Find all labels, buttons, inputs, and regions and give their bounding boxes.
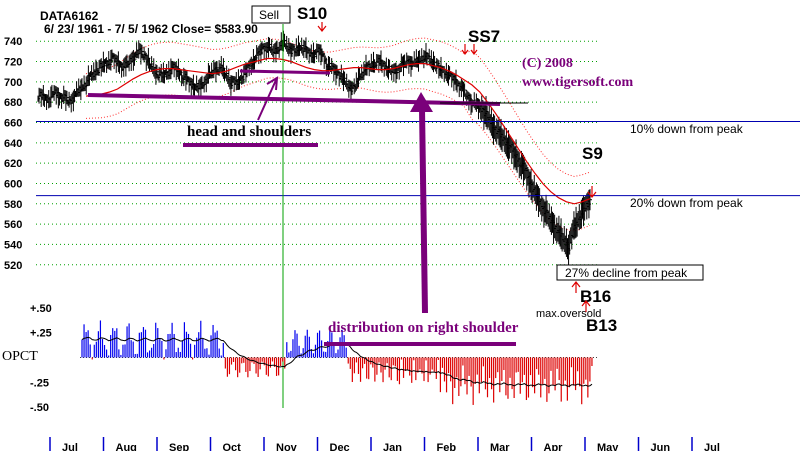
x-tick-label: Nov bbox=[276, 442, 298, 451]
decline-label: 27% decline from peak bbox=[565, 266, 688, 280]
head-shoulders-pointer-icon bbox=[257, 76, 279, 121]
ten-pct-label: 10% down from peak bbox=[630, 122, 744, 136]
s10-arrow-icon bbox=[317, 22, 327, 32]
y-tick-label: 620 bbox=[4, 158, 22, 170]
x-tick-label: Jan bbox=[383, 442, 402, 451]
chart-subtitle: 6/ 23/ 1961 - 7/ 5/ 1962 Close= $583.90 bbox=[44, 22, 258, 36]
x-axis: Jul Aug Sep Oct Nov Dec Jan Feb Mar Apr May Jun Jul bbox=[49, 437, 720, 451]
y-axis-ticks: 520 540 560 580 600 620 640 660 680 700 720 740 bbox=[4, 36, 22, 272]
level-lines bbox=[36, 24, 800, 408]
x-tick-label: Jul bbox=[704, 442, 720, 451]
s9-arrow-icon bbox=[587, 186, 597, 198]
price-bars bbox=[37, 30, 592, 266]
b16-label: B16 bbox=[580, 287, 611, 306]
opct-tick-label: -.50 bbox=[30, 402, 49, 414]
y-tick-label: 660 bbox=[4, 117, 22, 129]
y-tick-label: 520 bbox=[4, 260, 22, 272]
x-tick-label: May bbox=[597, 442, 619, 451]
y-tick-label: 720 bbox=[4, 57, 22, 69]
ss7-arrow-icon bbox=[461, 44, 478, 55]
distribution-arrow-shaft bbox=[419, 107, 428, 314]
sell-box bbox=[251, 5, 291, 24]
x-tick-label: Mar bbox=[490, 442, 510, 451]
y-tick-label: 640 bbox=[4, 138, 22, 150]
opct-tick-label: +.25 bbox=[30, 328, 52, 340]
moving-average bbox=[85, 57, 591, 205]
copyright-text: (C) 2008 bbox=[522, 56, 573, 71]
neckline bbox=[87, 93, 501, 106]
upper-band bbox=[85, 37, 591, 178]
x-tick-label: Aug bbox=[116, 442, 137, 451]
x-tick-label: Jun bbox=[651, 442, 671, 451]
y-tick-label: 540 bbox=[4, 239, 22, 251]
opct-tick-label: +.50 bbox=[30, 303, 52, 315]
y-tick-label: 580 bbox=[4, 199, 22, 211]
b13-arrow-icon bbox=[581, 300, 591, 312]
x-tick-label: Apr bbox=[544, 442, 564, 451]
lower-band bbox=[85, 77, 591, 232]
chart-title: DATA6162 bbox=[40, 9, 99, 23]
y-tick-label: 700 bbox=[4, 77, 22, 89]
head-line bbox=[239, 69, 331, 75]
x-tick-label: Dec bbox=[330, 442, 350, 451]
bollinger-bands bbox=[85, 37, 591, 232]
y-tick-label: 740 bbox=[4, 36, 22, 48]
y-tick-label: 560 bbox=[4, 219, 22, 231]
opct-indicator: +.50 +.25 -.25 -.50 bbox=[30, 303, 598, 414]
x-tick-label: Feb bbox=[437, 442, 457, 451]
opct-label: OPCT bbox=[2, 349, 38, 364]
ma-line bbox=[85, 57, 591, 205]
x-tick-label: Oct bbox=[223, 442, 242, 451]
website-text: www.tigersoft.com bbox=[522, 75, 634, 90]
y-tick-label: 600 bbox=[4, 178, 22, 190]
b16-arrow-icon bbox=[571, 281, 581, 293]
twenty-pct-label: 20% down from peak bbox=[630, 196, 744, 210]
s9-label: S9 bbox=[582, 144, 603, 163]
max-oversold-label: max.oversold bbox=[536, 308, 601, 320]
head-shoulders-label: head and shoulders bbox=[187, 124, 311, 140]
ss7-label: SS7 bbox=[468, 27, 500, 46]
opct-tick-label: -.25 bbox=[30, 377, 49, 389]
distribution-label: distribution on right shoulder bbox=[328, 320, 519, 336]
x-tick-label: Jul bbox=[62, 442, 78, 451]
distribution-arrow-icon bbox=[410, 92, 433, 112]
x-tick-label: Sep bbox=[169, 442, 189, 451]
sell-label: Sell bbox=[259, 8, 279, 22]
s10-label: S10 bbox=[297, 4, 327, 23]
b13-label: B13 bbox=[586, 316, 617, 335]
y-tick-label: 680 bbox=[4, 97, 22, 109]
decline-box bbox=[556, 264, 704, 281]
